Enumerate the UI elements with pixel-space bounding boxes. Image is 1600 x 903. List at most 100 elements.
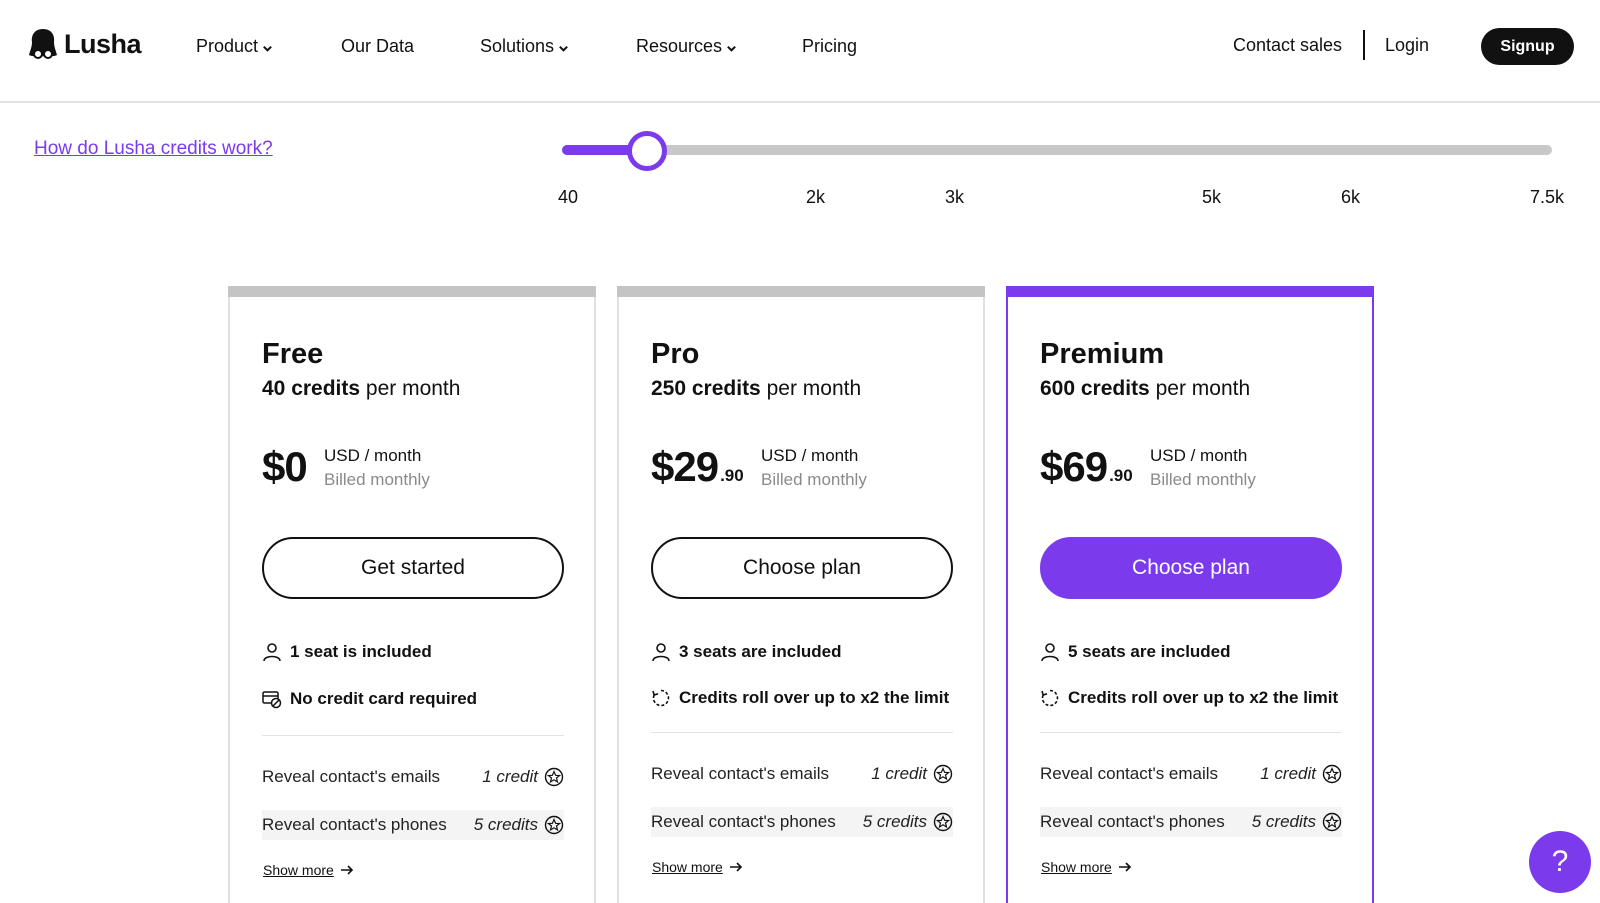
usage-value: 5 credits bbox=[863, 812, 953, 832]
usage-value: 5 credits bbox=[1252, 812, 1342, 832]
usage-credits: 5 credits bbox=[862, 812, 927, 831]
credit-coin-icon bbox=[1322, 812, 1342, 832]
arrow-right-icon bbox=[340, 865, 353, 875]
nav-pricing[interactable]: Pricing bbox=[802, 36, 857, 57]
usage-label: Reveal contact's emails bbox=[262, 767, 441, 786]
price-cents: .90 bbox=[720, 466, 744, 485]
arrow-right-icon bbox=[729, 862, 742, 872]
price-unit: USD / month bbox=[324, 446, 422, 465]
contact-sales-link[interactable]: Contact sales bbox=[1233, 35, 1343, 55]
choose-plan-button[interactable]: Choose plan bbox=[1040, 537, 1342, 599]
usage-value: 1 credit bbox=[482, 767, 564, 787]
plan-credits-period: per month bbox=[1149, 377, 1251, 400]
credit-coin-icon bbox=[544, 767, 564, 787]
price-amount: $69 bbox=[1040, 443, 1108, 490]
usage-row-phones: Reveal contact's phones 5 credits bbox=[1040, 807, 1342, 837]
feature-text: No credit card required bbox=[290, 689, 478, 708]
nav-product[interactable]: Product bbox=[196, 36, 273, 57]
lusha-logo[interactable]: Lusha bbox=[28, 27, 142, 61]
nav-pricing-label: Pricing bbox=[802, 36, 858, 56]
usage-value: 1 credit bbox=[871, 764, 953, 784]
no-credit-card-icon bbox=[262, 691, 282, 709]
credits-info-link[interactable]: How do Lusha credits work? bbox=[34, 138, 273, 159]
feature-rollover: Credits roll over up to x2 the limit bbox=[1040, 688, 1338, 708]
plan-name: Premium bbox=[1040, 338, 1165, 370]
usage-label: Reveal contact's phones bbox=[651, 812, 836, 831]
usage-value: 1 credit bbox=[1260, 764, 1342, 784]
card-divider bbox=[651, 732, 953, 733]
card-top-bar bbox=[228, 286, 596, 297]
credits-slider-thumb[interactable] bbox=[627, 131, 667, 171]
plan-card-free: Free 40 credits per month $0 USD / month… bbox=[228, 286, 596, 903]
usage-label: Reveal contact's emails bbox=[651, 764, 830, 783]
plan-credits-amount: 40 credits bbox=[262, 377, 361, 400]
feature-seats: 3 seats are included bbox=[651, 642, 842, 662]
plan-credits-amount: 250 credits bbox=[651, 377, 761, 400]
feature-text: Credits roll over up to x2 the limit bbox=[679, 688, 950, 707]
price-unit: USD / month bbox=[1150, 446, 1248, 465]
logo-wordmark: Lusha bbox=[64, 28, 142, 59]
usage-credits: 1 credit bbox=[482, 767, 538, 786]
usage-credits: 5 credits bbox=[473, 815, 538, 834]
usage-row-phones: Reveal contact's phones 5 credits bbox=[262, 810, 564, 840]
help-chat-button[interactable]: ? bbox=[1529, 831, 1591, 893]
slider-tick: 3k bbox=[945, 187, 965, 207]
show-more-link[interactable]: Show more bbox=[1041, 859, 1132, 875]
feature-no-credit-card: No credit card required bbox=[262, 689, 477, 709]
user-icon bbox=[1041, 643, 1059, 662]
credit-coin-icon bbox=[933, 812, 953, 832]
price-billing: Billed monthly bbox=[761, 470, 867, 489]
usage-row-emails: Reveal contact's emails 1 credit bbox=[262, 762, 564, 792]
plan-card-pro: Pro 250 credits per month $29 .90 USD / … bbox=[617, 286, 985, 903]
plan-credits: 250 credits per month bbox=[651, 377, 861, 401]
show-more-link[interactable]: Show more bbox=[263, 862, 354, 878]
login-link[interactable]: Login bbox=[1385, 35, 1430, 55]
plan-name: Pro bbox=[651, 338, 700, 370]
price-billing: Billed monthly bbox=[324, 470, 430, 489]
feature-rollover: Credits roll over up to x2 the limit bbox=[651, 688, 949, 708]
price-meta: USD / month Billed monthly bbox=[761, 444, 867, 492]
rollover-icon bbox=[1041, 689, 1059, 707]
usage-credits: 5 credits bbox=[1251, 812, 1316, 831]
nav-our-data[interactable]: Our Data bbox=[341, 36, 414, 57]
price-billing: Billed monthly bbox=[1150, 470, 1256, 489]
feature-text: 1 seat is included bbox=[290, 642, 432, 661]
feature-text: 3 seats are included bbox=[679, 642, 842, 661]
card-top-bar bbox=[617, 286, 985, 297]
price-cents: .90 bbox=[1109, 466, 1133, 485]
nav-our-data-label: Our Data bbox=[341, 36, 415, 56]
nav-resources[interactable]: Resources bbox=[636, 36, 737, 57]
usage-label: Reveal contact's phones bbox=[262, 815, 447, 834]
plan-credits-period: per month bbox=[360, 377, 461, 400]
site-header: Lusha Product Our Data Solutions Resourc… bbox=[0, 0, 1600, 103]
plan-price: $29 .90 bbox=[651, 443, 744, 491]
show-more-label: Show more bbox=[1041, 859, 1112, 875]
price-unit: USD / month bbox=[761, 446, 859, 465]
choose-plan-button[interactable]: Choose plan bbox=[651, 537, 953, 599]
nav-solutions[interactable]: Solutions bbox=[480, 36, 569, 57]
feature-text: Credits roll over up to x2 the limit bbox=[1068, 688, 1339, 707]
card-divider bbox=[1040, 732, 1342, 733]
price-amount: $0 bbox=[262, 443, 308, 490]
nav-product-label: Product bbox=[196, 36, 259, 56]
plan-price: $69 .90 bbox=[1040, 443, 1133, 491]
plan-card-premium: Premium 600 credits per month $69 .90 US… bbox=[1006, 286, 1374, 903]
feature-seats: 1 seat is included bbox=[262, 642, 432, 662]
slider-tick: 5k bbox=[1202, 187, 1222, 207]
plan-name: Free bbox=[262, 338, 324, 370]
header-divider bbox=[1363, 30, 1365, 60]
signup-button[interactable]: Signup bbox=[1481, 28, 1574, 65]
user-icon bbox=[652, 643, 670, 662]
credits-slider-track[interactable] bbox=[562, 145, 1552, 155]
plan-credits-period: per month bbox=[760, 377, 862, 400]
usage-label: Reveal contact's emails bbox=[1040, 764, 1219, 783]
card-divider bbox=[262, 735, 564, 736]
usage-credits: 1 credit bbox=[1260, 764, 1316, 783]
chevron-down-icon bbox=[559, 45, 568, 52]
price-meta: USD / month Billed monthly bbox=[1150, 444, 1256, 492]
usage-label: Reveal contact's phones bbox=[1040, 812, 1225, 831]
show-more-link[interactable]: Show more bbox=[652, 859, 743, 875]
plan-credits-amount: 600 credits bbox=[1040, 377, 1150, 400]
get-started-button[interactable]: Get started bbox=[262, 537, 564, 599]
arrow-right-icon bbox=[1118, 862, 1131, 872]
